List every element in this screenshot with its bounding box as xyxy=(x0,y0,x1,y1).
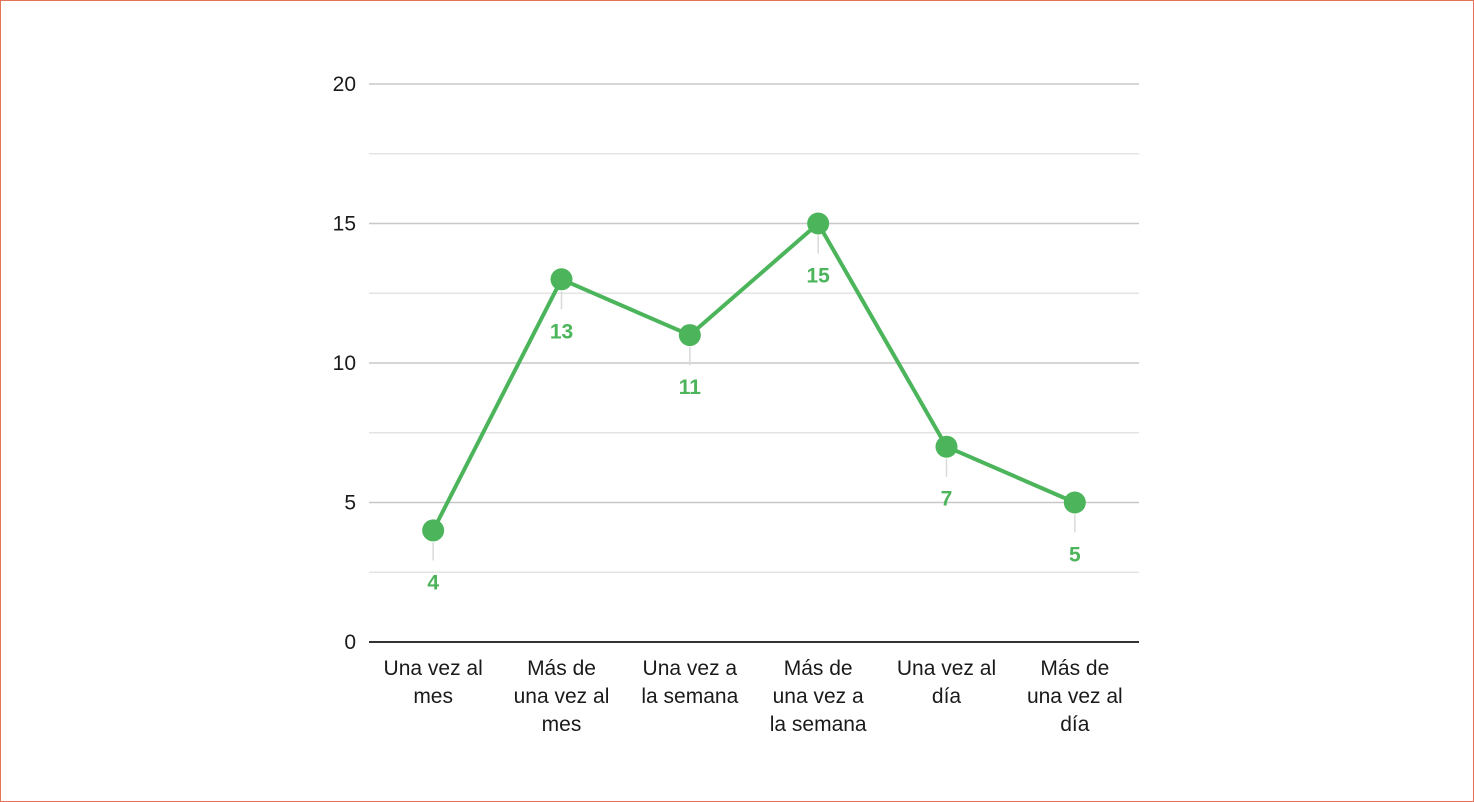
data-point xyxy=(678,324,701,347)
data-label: 15 xyxy=(806,265,830,288)
data-labels: 4 13 11 15 7 5 xyxy=(427,265,1081,595)
series-line xyxy=(431,221,1077,533)
data-point xyxy=(807,212,830,235)
data-label: 4 xyxy=(427,571,439,594)
data-label: 13 xyxy=(550,320,573,343)
x-tick-label: Más de una vez al día xyxy=(1027,657,1123,736)
data-point xyxy=(422,519,445,542)
series-line-group xyxy=(422,212,1086,542)
data-point xyxy=(935,435,958,458)
y-tick-label: 10 xyxy=(333,352,356,375)
data-point xyxy=(550,268,573,291)
y-tick-label: 5 xyxy=(344,492,356,515)
label-leaders xyxy=(432,235,1076,561)
x-tick-label: Más de una vez al mes xyxy=(514,657,610,736)
y-tick-label: 0 xyxy=(344,631,356,654)
y-axis: 0 5 10 15 20 xyxy=(333,73,356,654)
x-tick-label: Una vez a la semana xyxy=(641,657,738,708)
data-label: 7 xyxy=(941,488,953,511)
data-point xyxy=(1063,491,1086,514)
x-axis: Una vez al mes Más de una vez al mes Una vez … xyxy=(369,641,1139,736)
y-tick-label: 20 xyxy=(333,73,356,96)
gridlines xyxy=(369,83,1139,573)
x-tick-label: Una vez al día xyxy=(897,657,996,708)
x-tick-label: Una vez al mes xyxy=(384,657,483,708)
data-label: 5 xyxy=(1069,544,1081,567)
y-tick-label: 15 xyxy=(333,213,356,236)
x-tick-label: Más de una vez a la semana xyxy=(770,657,867,736)
data-label: 11 xyxy=(679,376,702,399)
